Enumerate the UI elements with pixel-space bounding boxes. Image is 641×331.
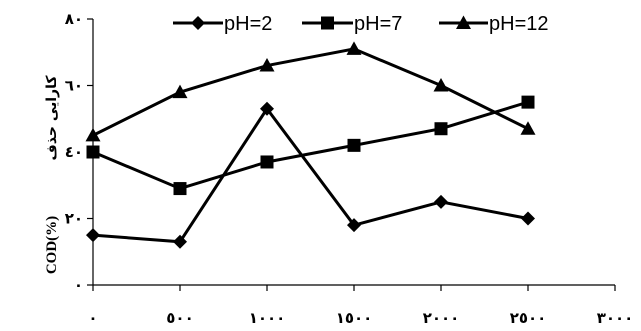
data-point-diamond (173, 234, 187, 249)
y-axis-label-fa: کارایی حذف (44, 75, 60, 161)
legend-marker-square (321, 16, 334, 30)
x-tick-label: ١٥٠٠ (336, 309, 373, 327)
legend-item: pH=2 (173, 13, 272, 35)
series-line (92, 100, 529, 191)
y-tick-label: ٦٠ (65, 77, 83, 95)
data-point-diamond (521, 211, 535, 226)
data-point-diamond (86, 228, 100, 243)
x-tick-label: ١٠٠٠ (249, 309, 286, 327)
x-tick-label: ٢٠٠٠ (423, 309, 460, 327)
x-tick-label: ٢٥٠٠ (510, 309, 547, 327)
data-point-diamond (434, 194, 448, 209)
legend-item: pH=12 (439, 13, 549, 35)
series-triangle (85, 41, 536, 142)
series-diamond (86, 101, 535, 249)
series-line (92, 47, 529, 137)
data-point-triangle (172, 84, 188, 99)
legend-marker-triangle (456, 15, 471, 29)
legend: pH=2 pH=7 pH=12 (173, 13, 549, 35)
x-ticks: ٠ ٥٠٠ ١٠٠٠ ١٥٠٠ ٢٠٠٠ ٢٥٠٠ ٣٠٠٠ (88, 285, 633, 327)
data-point-diamond (347, 218, 361, 233)
data-point-square (260, 155, 274, 169)
series-layer (85, 41, 536, 249)
y-tick-label: ٠ (74, 276, 83, 294)
data-point-square (173, 182, 187, 196)
legend-item: pH=7 (302, 13, 402, 35)
y-tick-label: ٤٠ (65, 143, 83, 161)
legend-label: pH=7 (354, 13, 402, 35)
data-point-triangle (520, 121, 536, 135)
y-axis-title: COD(%) کارایی حذف (44, 75, 60, 275)
x-tick-label: ٣٠٠٠ (597, 309, 634, 327)
data-point-square (521, 95, 535, 109)
x-tick-label: ٠ (88, 309, 97, 327)
data-point-square (434, 122, 448, 136)
series-line (92, 106, 529, 244)
data-point-square (347, 138, 361, 152)
data-point-triangle (346, 41, 362, 55)
x-tick-label: ٥٠٠ (166, 309, 193, 327)
data-point-triangle (433, 78, 449, 92)
data-point-triangle (259, 58, 275, 72)
legend-label: pH=2 (224, 13, 272, 35)
axes (92, 19, 615, 286)
y-tick-label: ٨٠ (65, 10, 83, 28)
series-square (86, 95, 535, 196)
y-axis-label: COD(%) (44, 216, 60, 274)
data-point-diamond (260, 101, 274, 116)
data-point-square (86, 145, 100, 159)
legend-marker-diamond (191, 16, 205, 30)
legend-label: pH=12 (489, 13, 549, 35)
y-ticks: ٠ ٢٠ ٤٠ ٦٠ ٨٠ (65, 10, 93, 294)
y-tick-label: ٢٠ (65, 210, 83, 228)
data-point-triangle (85, 127, 101, 142)
